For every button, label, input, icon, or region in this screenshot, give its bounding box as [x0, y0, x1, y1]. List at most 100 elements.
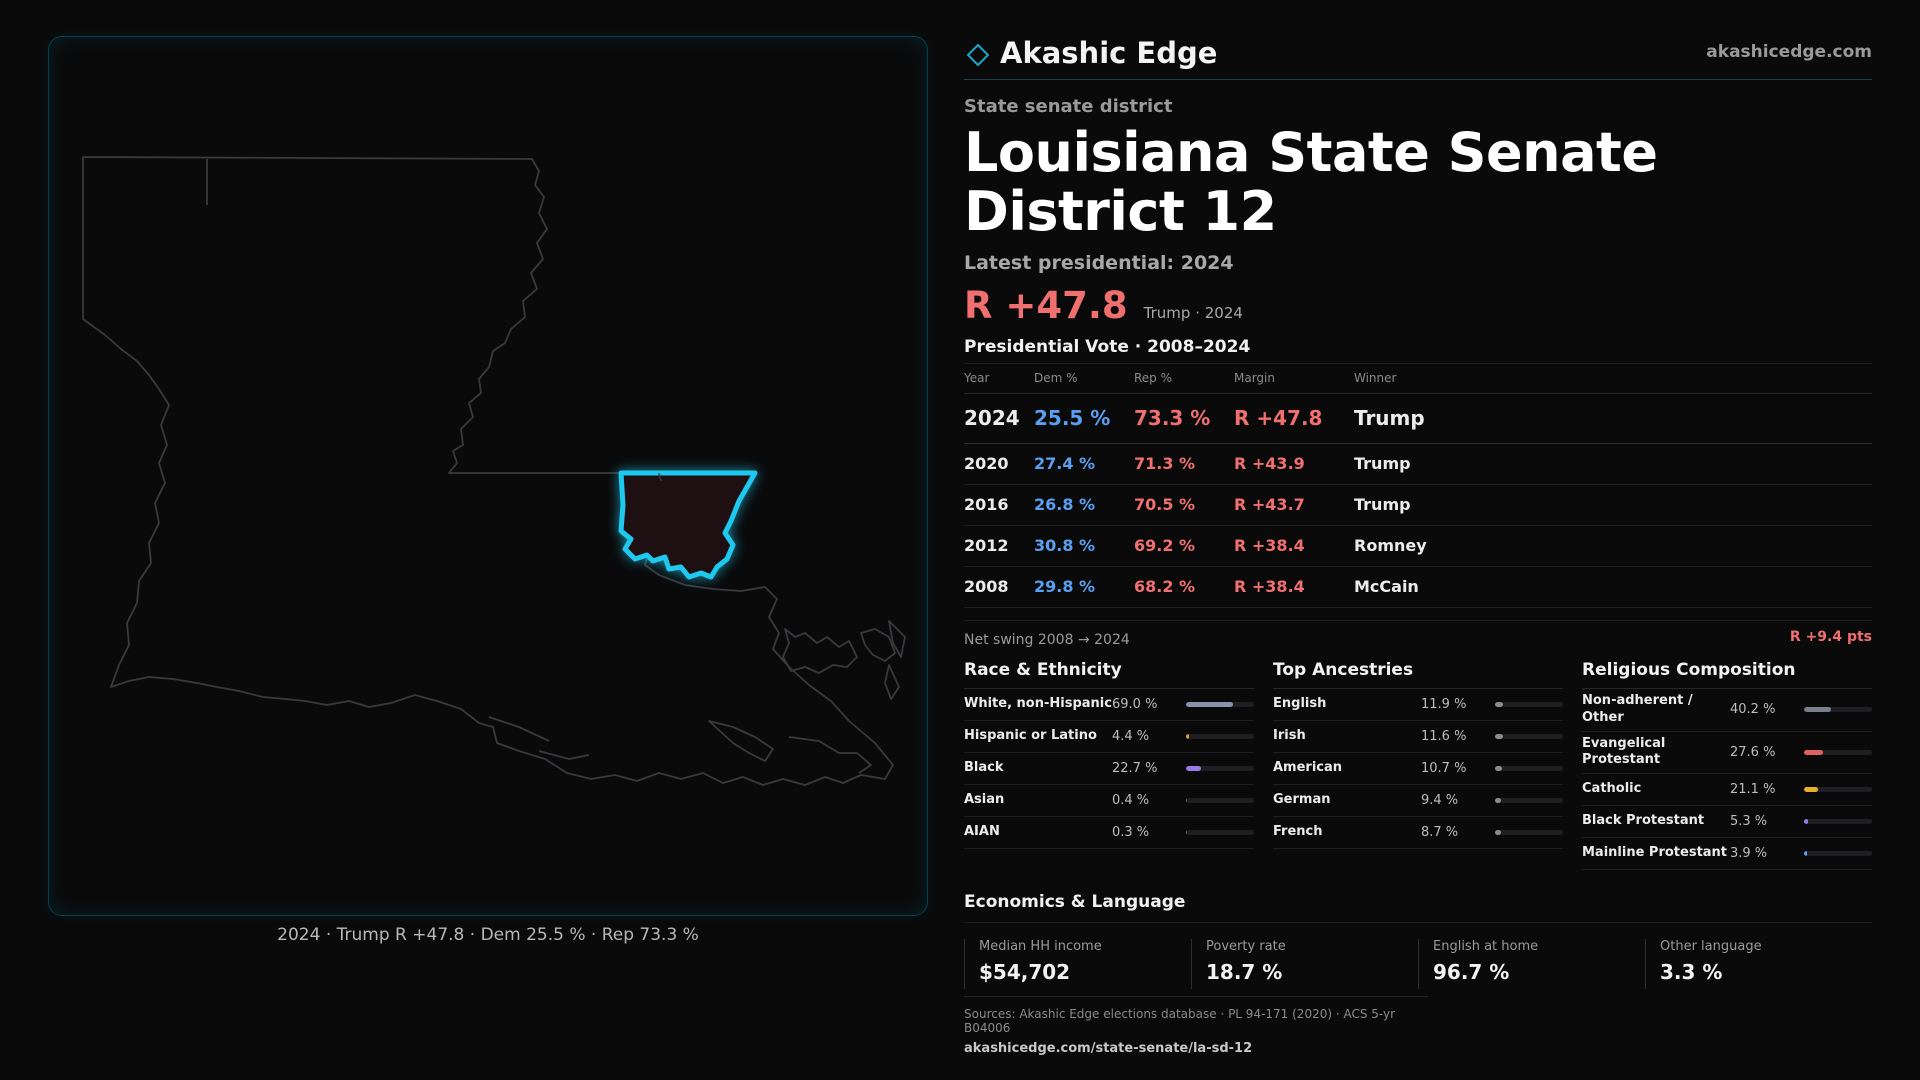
margin-note: Trump · 2024: [1143, 303, 1243, 322]
dem-cell: 26.8 %: [1034, 484, 1134, 526]
table-row: 2016 26.8 % 70.5 % R +43.7 Trump: [964, 484, 1872, 526]
item-percent: 11.9 %: [1421, 696, 1467, 712]
list-item: Non-adherent / Other 40.2 %: [1582, 689, 1872, 732]
district-12-shape[interactable]: [618, 470, 758, 580]
item-name: French: [1273, 823, 1323, 839]
margin-cell: R +38.4: [1234, 566, 1354, 608]
list-item: Hispanic or Latino 4.4 %: [964, 721, 1254, 753]
year-cell: 2008: [964, 566, 1034, 608]
item-percent: 9.4 %: [1421, 792, 1459, 808]
rep-cell: 68.2 %: [1134, 566, 1234, 608]
economics-section: Economics & Language Median HH income $5…: [964, 892, 1872, 990]
district-inner-line: [658, 472, 662, 482]
presidential-vote-table: Year Dem % Rep % Margin Winner 2024 25.5…: [964, 362, 1872, 608]
year-cell: 2012: [964, 525, 1034, 567]
dem-cell: 30.8 %: [1034, 525, 1134, 567]
econ-value: 18.7 %: [1206, 960, 1283, 985]
item-name: Asian: [964, 791, 1005, 807]
item-name: Catholic: [1582, 781, 1642, 797]
item-percent: 11.6 %: [1421, 728, 1467, 744]
map-caption: 2024 · Trump R +47.8 · Dem 25.5 % · Rep …: [277, 925, 699, 945]
ancestries-title: Top Ancestries: [1273, 660, 1563, 689]
item-name: Black: [964, 759, 1004, 775]
brand-header: Akashic Edge akashicedge.com: [964, 36, 1872, 80]
item-percent: 69.0 %: [1112, 696, 1158, 712]
item-percent: 10.7 %: [1421, 760, 1467, 776]
item-name: Hispanic or Latino: [964, 727, 1097, 743]
item-percent: 0.3 %: [1112, 824, 1150, 840]
demographics-columns: Race & Ethnicity White, non-Hispanic 69.0…: [964, 660, 1872, 871]
table-header-row: Year Dem % Rep % Margin Winner: [964, 363, 1872, 394]
share-bar-fill: [1495, 701, 1504, 707]
share-bar: [1186, 797, 1254, 803]
source-url[interactable]: akashicedge.com/state-senate/la-sd-12: [964, 1041, 1253, 1056]
dem-cell: 29.8 %: [1034, 566, 1134, 608]
item-name: American: [1273, 759, 1343, 775]
net-swing-value: R +9.4 pts: [1789, 628, 1872, 645]
rep-cell: 71.3 %: [1134, 443, 1234, 485]
page-title: Louisiana State Senate District 12: [964, 121, 1658, 244]
list-item: Asian 0.4 %: [964, 785, 1254, 817]
share-bar-fill: [1804, 749, 1823, 755]
share-bar-fill: [1804, 851, 1807, 857]
table-row: 2024 25.5 % 73.3 % R +47.8 Trump: [964, 393, 1872, 444]
list-item: Black Protestant 5.3 %: [1582, 806, 1872, 839]
share-bar: [1804, 787, 1872, 793]
page-eyebrow: State senate district: [964, 96, 1173, 117]
religion-section: Religious Composition Non-adherent / Oth…: [1582, 660, 1872, 871]
share-bar-fill: [1186, 733, 1189, 739]
table-row: 2012 30.8 % 69.2 % R +38.4 Romney: [964, 525, 1872, 567]
share-bar: [1186, 733, 1254, 739]
sources-footer: Sources: Akashic Edge elections database…: [964, 996, 1428, 1056]
louisiana-map[interactable]: [49, 37, 929, 917]
share-bar-fill: [1495, 797, 1502, 803]
list-item: Black 22.7 %: [964, 753, 1254, 785]
item-percent: 8.7 %: [1421, 824, 1459, 840]
list-item: AIAN 0.3 %: [964, 817, 1254, 849]
share-bar-fill: [1495, 733, 1503, 739]
list-item: Evangelical Protestant 27.6 %: [1582, 732, 1872, 775]
sources-line: Sources: Akashic Edge elections database…: [964, 1007, 1396, 1035]
item-percent: 5.3 %: [1730, 814, 1768, 830]
economics-cells: Median HH income $54,702 Poverty rate 18…: [964, 939, 1872, 990]
net-swing: Net swing 2008 → 2024 R +9.4 pts: [964, 619, 1872, 648]
econ-label: Median HH income: [979, 939, 1102, 955]
item-name: German: [1273, 791, 1331, 807]
net-swing-label: Net swing 2008 → 2024: [964, 631, 1130, 648]
map-panel[interactable]: [48, 36, 928, 916]
winner-cell: Trump: [1354, 484, 1872, 526]
diamond-outline-icon: [967, 44, 989, 66]
item-name: Black Protestant: [1582, 813, 1705, 829]
economics-title: Economics & Language: [964, 892, 1872, 924]
state-outline: [82, 156, 906, 786]
brand-url[interactable]: akashicedge.com: [1706, 42, 1872, 62]
dem-cell: 25.5 %: [1034, 393, 1134, 444]
list-item: Catholic 21.1 %: [1582, 774, 1872, 807]
latest-presidential-label: Latest presidential: 2024: [964, 251, 1234, 274]
rep-cell: 70.5 %: [1134, 484, 1234, 526]
share-bar: [1186, 765, 1254, 771]
item-percent: 21.1 %: [1730, 782, 1776, 798]
share-bar: [1804, 749, 1872, 755]
share-bar: [1495, 829, 1563, 835]
econ-value: 3.3 %: [1660, 960, 1723, 985]
item-name: AIAN: [964, 823, 1000, 839]
share-bar-fill: [1804, 787, 1819, 793]
margin-value: R +47.8: [964, 283, 1128, 327]
item-name: Non-adherent / Other: [1582, 692, 1693, 725]
table-row: 2020 27.4 % 71.3 % R +43.9 Trump: [964, 443, 1872, 485]
headline-margin: R +47.8 Trump · 2024: [964, 284, 1872, 327]
share-bar-fill: [1186, 765, 1202, 771]
detail-panel: Akashic Edge akashicedge.com State senat…: [964, 36, 1872, 990]
share-bar: [1495, 701, 1563, 707]
brand-name[interactable]: Akashic Edge: [1000, 36, 1218, 70]
share-bar: [1804, 819, 1872, 825]
share-bar-fill: [1804, 819, 1808, 825]
rep-cell: 73.3 %: [1134, 393, 1234, 444]
list-item: German 9.4 %: [1273, 785, 1563, 817]
margin-cell: R +43.9: [1234, 443, 1354, 485]
item-name: White, non-Hispanic: [964, 695, 1112, 711]
col-winner: Winner: [1354, 363, 1872, 394]
list-item: White, non-Hispanic 69.0 %: [964, 689, 1254, 721]
share-bar-fill: [1495, 765, 1503, 771]
